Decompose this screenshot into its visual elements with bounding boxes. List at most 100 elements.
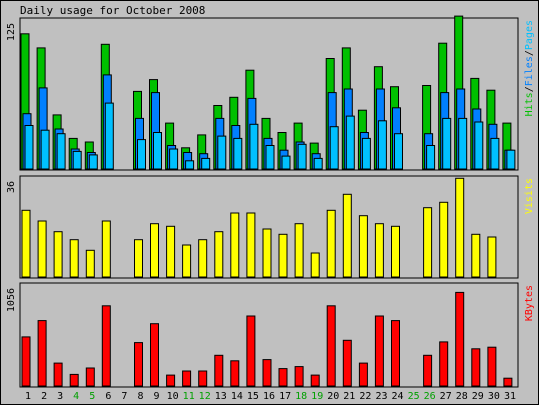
bar-kbytes-day-14	[230, 360, 240, 387]
panel-0-ylabel: Hits/Files/Pages	[524, 20, 535, 116]
ylabel-sep: /	[524, 50, 535, 56]
bar-pages-day-31	[506, 149, 516, 170]
panel-0-ytick-label: 125	[6, 23, 17, 41]
bar-visits-day-16	[262, 228, 272, 278]
panel-1-ylabel: Visits	[524, 178, 535, 214]
bar-pages-day-6	[104, 102, 114, 170]
panel-1-ytick-label: 36	[6, 181, 17, 193]
bar-pages-day-13	[217, 135, 227, 170]
bar-pages-day-5	[88, 154, 98, 170]
bar-visits-day-10	[166, 225, 176, 278]
x-tick-label-day-23: 23	[375, 391, 387, 402]
bar-visits-day-6	[101, 220, 111, 278]
bar-pages-day-8	[137, 139, 146, 170]
x-tick-label-day-5: 5	[89, 391, 95, 402]
x-tick-label-day-12: 12	[199, 391, 211, 402]
bar-pages-day-4	[72, 150, 82, 170]
x-tick-label-day-3: 3	[57, 391, 63, 402]
bar-pages-day-24	[394, 133, 403, 170]
x-tick-label-day-29: 29	[472, 391, 484, 402]
bar-pages-day-27	[442, 117, 452, 170]
bar-kbytes-day-31	[503, 377, 513, 387]
x-tick-label-day-15: 15	[247, 391, 259, 402]
ylabel-pages: Pages	[524, 20, 535, 50]
x-tick-label-day-7: 7	[121, 391, 127, 402]
x-tick-label-day-20: 20	[327, 391, 339, 402]
x-tick-label-day-11: 11	[183, 391, 195, 402]
x-tick-label-day-10: 10	[167, 391, 179, 402]
bar-kbytes-day-27	[439, 341, 449, 387]
x-tick-label-day-9: 9	[153, 391, 159, 402]
bar-kbytes-day-8	[134, 342, 143, 387]
bar-pages-day-10	[169, 148, 179, 170]
bar-visits-day-22	[358, 215, 368, 278]
bar-kbytes-day-22	[358, 362, 368, 387]
bar-visits-day-8	[134, 239, 143, 278]
bar-pages-day-21	[345, 115, 355, 170]
bar-kbytes-day-4	[69, 373, 79, 387]
bar-pages-day-26	[426, 145, 436, 170]
bar-pages-day-28	[458, 117, 468, 170]
panel-2-ylabel: KBytes	[524, 285, 535, 321]
bar-pages-day-1	[24, 125, 34, 170]
bar-kbytes-day-5	[85, 367, 95, 387]
bar-kbytes-day-3	[53, 362, 63, 387]
bar-kbytes-day-2	[37, 320, 47, 387]
bar-visits-day-21	[342, 193, 352, 278]
x-tick-label-day-30: 30	[488, 391, 500, 402]
bar-kbytes-day-1	[21, 336, 31, 387]
bar-pages-day-18	[297, 143, 307, 170]
panel-0-frame	[19, 17, 519, 171]
x-tick-label-day-6: 6	[105, 391, 111, 402]
x-tick-label-day-18: 18	[295, 391, 307, 402]
bar-pages-day-20	[329, 126, 339, 170]
bar-pages-day-11	[185, 160, 195, 170]
bar-visits-day-27	[439, 201, 449, 278]
bar-kbytes-day-9	[150, 323, 159, 387]
bar-pages-day-2	[40, 129, 50, 170]
x-tick-label-day-24: 24	[391, 391, 403, 402]
bar-visits-day-29	[471, 233, 481, 278]
x-tick-label-day-1: 1	[25, 391, 31, 402]
bar-kbytes-day-15	[246, 315, 256, 387]
ylabel-hits: Hits	[524, 92, 535, 116]
bar-pages-day-9	[153, 132, 162, 170]
bar-pages-day-3	[56, 133, 66, 170]
x-tick-label-day-14: 14	[231, 391, 243, 402]
ylabel-sep: /	[524, 86, 535, 92]
bar-kbytes-day-21	[342, 339, 352, 387]
bar-visits-day-28	[455, 177, 465, 278]
bar-kbytes-day-26	[423, 354, 433, 387]
bar-kbytes-day-24	[391, 320, 400, 387]
bar-visits-day-26	[423, 207, 433, 278]
bar-visits-day-2	[37, 220, 47, 278]
bar-kbytes-day-11	[182, 370, 192, 387]
bar-visits-day-15	[246, 212, 256, 278]
bar-kbytes-day-20	[326, 305, 336, 387]
bar-visits-day-11	[182, 244, 192, 278]
bar-pages-day-12	[201, 157, 211, 170]
x-tick-label-day-16: 16	[263, 391, 275, 402]
bar-visits-day-30	[487, 236, 497, 278]
bar-visits-day-23	[374, 223, 384, 278]
bar-kbytes-day-29	[471, 348, 481, 387]
bar-kbytes-day-17	[278, 368, 288, 387]
bar-kbytes-day-18	[294, 366, 304, 387]
bar-pages-day-14	[233, 137, 243, 170]
x-tick-label-day-31: 31	[504, 391, 516, 402]
bar-kbytes-day-28	[455, 291, 465, 387]
bar-pages-day-15	[249, 123, 259, 170]
bar-kbytes-day-12	[198, 370, 208, 387]
chart-title: Daily usage for October 2008	[20, 4, 205, 17]
bar-kbytes-day-19	[310, 374, 320, 387]
bar-pages-day-22	[361, 137, 371, 170]
bar-visits-day-20	[326, 209, 336, 278]
x-tick-label-day-22: 22	[359, 391, 371, 402]
bar-kbytes-day-6	[101, 305, 111, 387]
x-tick-label-day-26: 26	[424, 391, 436, 402]
bar-pages-day-16	[265, 145, 275, 170]
panel-2-ytick-label: 1056	[6, 288, 17, 312]
